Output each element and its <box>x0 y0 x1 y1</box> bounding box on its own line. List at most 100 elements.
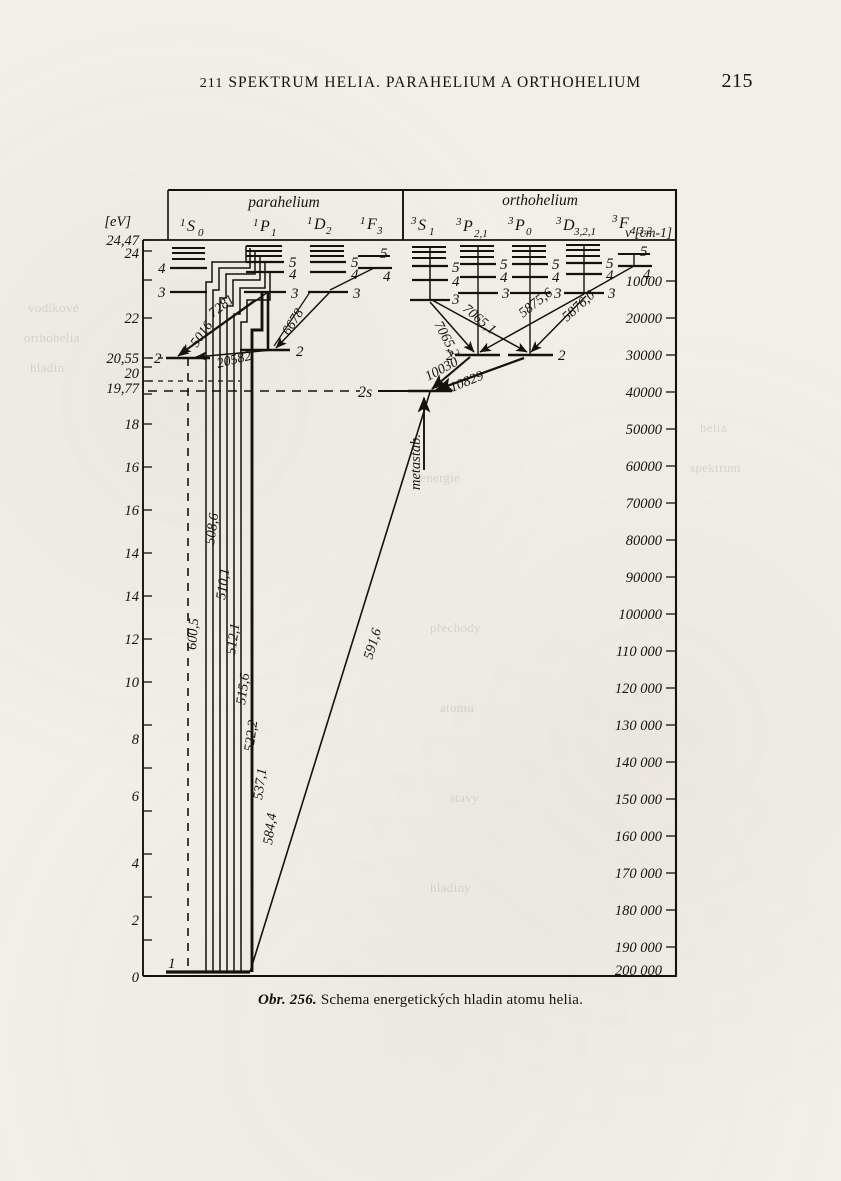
svg-text:F: F <box>366 216 377 233</box>
transition-label-508-6: 508,6 <box>203 512 222 545</box>
level-label: 5 <box>500 257 508 273</box>
svg-text:1: 1 <box>180 217 186 229</box>
transition-label-7065-1: 7065,1 <box>459 302 498 338</box>
wavenumber-tick-label: 80000 <box>626 533 663 549</box>
vertical-transitions <box>187 246 271 972</box>
level-label: 4 <box>643 267 651 283</box>
column-levels-1d2 <box>308 245 348 294</box>
transition-label-600-5: 600,5 <box>185 618 202 650</box>
transition-line-537-1 <box>240 272 271 972</box>
transition-line-5876-0 <box>530 295 587 353</box>
svg-text:3: 3 <box>410 215 417 227</box>
diagonal-transitions-orthohelium <box>429 245 635 392</box>
level-label: 5 <box>640 244 648 260</box>
svg-text:0: 0 <box>198 227 204 239</box>
figure-caption-text: Schema energetických hladin atomu helia. <box>320 992 584 1008</box>
level-label: 2 <box>558 348 566 364</box>
ev-axis-ticks <box>143 239 155 977</box>
transition-line-5875-6 <box>479 293 585 353</box>
wavenumber-tick-label: 100000 <box>619 607 663 623</box>
ev-tick-label: 24 <box>125 246 140 262</box>
level-label: 4 <box>552 270 560 286</box>
wavenumber-tick-label: 180 000 <box>615 903 663 919</box>
wavenumber-tick-label: 190 000 <box>615 940 663 956</box>
transition-label-510-1: 510,1 <box>214 567 233 600</box>
ev-tick-label-14: 14 <box>125 589 140 605</box>
level-label: 4 <box>606 268 614 284</box>
wavenumber-tick-label: 10000 <box>626 274 663 290</box>
svg-text:S: S <box>418 217 426 234</box>
transition-line-5016 <box>179 299 256 355</box>
term-symbol-1f3: 1 F 3 <box>360 215 383 237</box>
level-label: 3 <box>501 286 510 302</box>
level-label: 5 <box>380 246 388 262</box>
term-symbol-3s1: 3 S 1 <box>410 215 435 238</box>
transition-label-584-4: 584,4 <box>261 812 280 845</box>
level-label: 4 <box>452 274 460 290</box>
transition-line-591-6 <box>249 391 431 973</box>
group-label-parahelium: parahelium <box>247 194 319 211</box>
svg-text:4,3,2: 4,3,2 <box>630 225 653 237</box>
level-label: 5 <box>552 257 560 273</box>
transition-line-7065-1 <box>431 299 528 353</box>
wavenumber-tick-label: 170 000 <box>615 866 663 882</box>
level-label: 3 <box>451 292 460 308</box>
transition-line-584-4 <box>250 292 264 972</box>
transition-line-512-1 <box>219 252 256 972</box>
transition-label-512-1: 512,1 <box>224 622 243 655</box>
axis-label-ev: [eV] <box>104 214 131 230</box>
ev-tick-label: 20,55 <box>106 351 139 367</box>
ev-tick-label: 2 <box>132 913 139 929</box>
figure-caption: Obr. 256. Schema energetických hladin at… <box>0 992 841 1009</box>
svg-text:S: S <box>187 218 195 235</box>
level-label: 4 <box>351 267 359 283</box>
svg-text:3: 3 <box>611 213 618 225</box>
wavenumber-tick-label: 40000 <box>626 385 663 401</box>
transition-label-6678: 6678 <box>280 306 308 338</box>
axis-label-wavenumber: ν [cm-1] <box>625 225 672 240</box>
transition-label-10829: 10829 <box>448 369 486 396</box>
group-label-orthohelium: orthohelium <box>502 192 578 209</box>
level-label: 3 <box>553 286 562 302</box>
guide-dashed-line-2055 <box>148 357 240 382</box>
term-symbol-1s0: 1 S 0 <box>180 217 204 239</box>
term-symbol-1d2: 1 D 2 <box>307 215 332 237</box>
wavenumber-tick-label: 110 000 <box>616 644 663 660</box>
diagonal-transitions-parahelium <box>177 267 375 361</box>
svg-text:0: 0 <box>526 226 532 238</box>
ev-tick-label: 20 <box>125 366 140 382</box>
level-label: 2 <box>446 348 454 364</box>
svg-text:3: 3 <box>455 216 462 228</box>
svg-text:1: 1 <box>307 215 313 227</box>
ev-tick-label: 12 <box>125 632 140 648</box>
ev-tick-label: 16 <box>125 460 140 476</box>
wavenumber-tick-label: 120 000 <box>615 681 663 697</box>
svg-text:3: 3 <box>376 225 383 237</box>
level-label: 3 <box>157 285 166 301</box>
ev-tick-label: 18 <box>125 417 140 433</box>
wavenumber-tick-label: 50000 <box>626 422 663 438</box>
column-levels-1f3 <box>358 255 392 270</box>
transition-label-5875-6: 5875,6 <box>516 286 556 322</box>
svg-text:D: D <box>562 217 575 234</box>
level-label: 5 <box>452 260 460 276</box>
transition-label-5016: 5016 <box>188 319 216 351</box>
svg-text:3: 3 <box>555 215 562 227</box>
level-label: 4 <box>289 267 297 283</box>
transition-line-522-2 <box>233 262 266 972</box>
running-head: 211 SPEKTRUM HELIA. PARAHELIUM A ORTHOHE… <box>0 74 841 92</box>
term-symbol-3p21: 3 P 2,1 <box>455 216 488 240</box>
wavenumber-tick-label: 60000 <box>626 459 663 475</box>
level-label: 2 <box>154 351 162 367</box>
level-label: 3 <box>290 286 299 302</box>
level-label: 5 <box>289 255 297 271</box>
transition-line-20582 <box>195 349 273 361</box>
level-label: 3 <box>607 286 616 302</box>
level-label: 3 <box>352 286 361 302</box>
wavenumber-tick-label: 90000 <box>626 570 663 586</box>
term-symbol-3p0: 3 P 0 <box>507 215 532 238</box>
level-label: 2 <box>296 344 304 360</box>
svg-text:1: 1 <box>429 226 435 238</box>
transition-line-510-1 <box>212 248 251 972</box>
wavenumber-tick-label: 130 000 <box>615 718 663 734</box>
